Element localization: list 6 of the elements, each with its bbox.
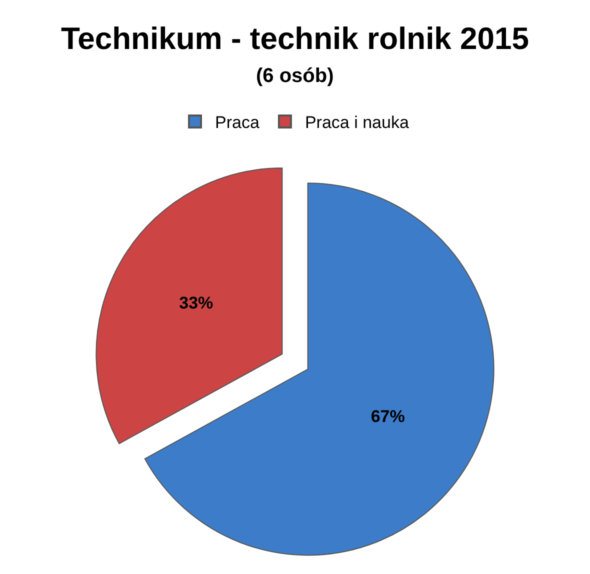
legend-label: Praca i nauka (304, 113, 410, 132)
chart-title: Technikum - technik rolnik 2015 (60, 20, 530, 56)
data-label: 67% (370, 407, 405, 426)
data-label: 33% (179, 294, 214, 313)
chart-subtitle: (6 osób) (256, 65, 334, 87)
legend-label: Praca (215, 113, 260, 132)
